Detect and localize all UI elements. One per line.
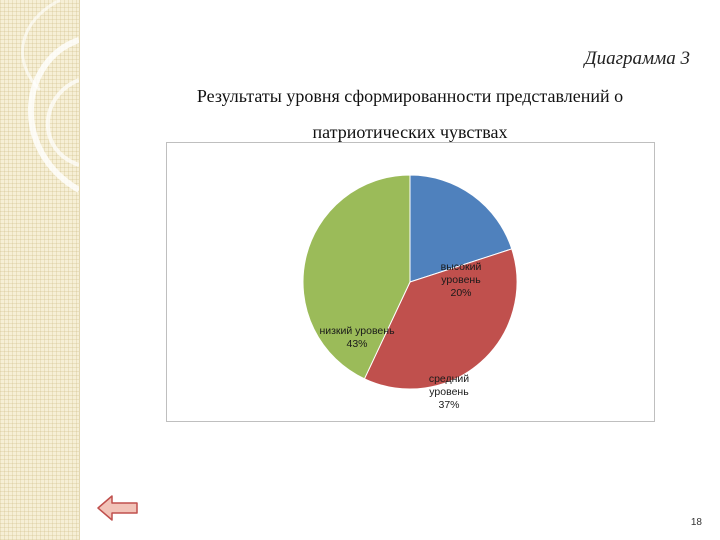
- diagram-number-label: Диаграмма 3: [584, 48, 690, 69]
- left-arrow-icon: [97, 495, 138, 521]
- chart-title-line-1: Результаты уровня сформированности предс…: [196, 86, 624, 106]
- pie-slice-value-label: 43%: [346, 338, 367, 350]
- pie-slice-label-1: средний уровень 37%: [429, 373, 469, 411]
- pie-slice-name-label: уровень: [429, 386, 469, 398]
- pie-slice-2: [302, 174, 411, 380]
- pie-slice-1: [363, 248, 518, 390]
- decorative-side-strip: [0, 0, 80, 540]
- pie-slice-name-label: высокий: [441, 261, 482, 273]
- pie-slice-label-0: высокий уровень 20%: [441, 261, 482, 299]
- chart-frame: высокий уровень 20% средний уровень 37% низкий…: [166, 142, 655, 422]
- pie-slice-name-label: уровень: [441, 274, 481, 286]
- pie-slice-name-label: средний: [429, 373, 469, 385]
- decorative-curves: [21, 0, 79, 193]
- chart-title-line-2: патриотических чувствах: [312, 122, 508, 142]
- pie-slice-value-label: 20%: [450, 287, 471, 299]
- pie-chart: высокий уровень 20%средний уровень 37%низкий…: [302, 174, 518, 411]
- back-button[interactable]: [96, 493, 140, 528]
- chart-title: Результаты уровня сформированности предс…: [165, 78, 655, 150]
- pie-slice-value-label: 37%: [438, 399, 459, 411]
- pie-slice-name-label: низкий уровень: [319, 325, 395, 337]
- page-number: 18: [690, 517, 702, 528]
- pie-slice-0: [409, 174, 513, 283]
- pie-slice-label-2: низкий уровень 43%: [319, 325, 395, 350]
